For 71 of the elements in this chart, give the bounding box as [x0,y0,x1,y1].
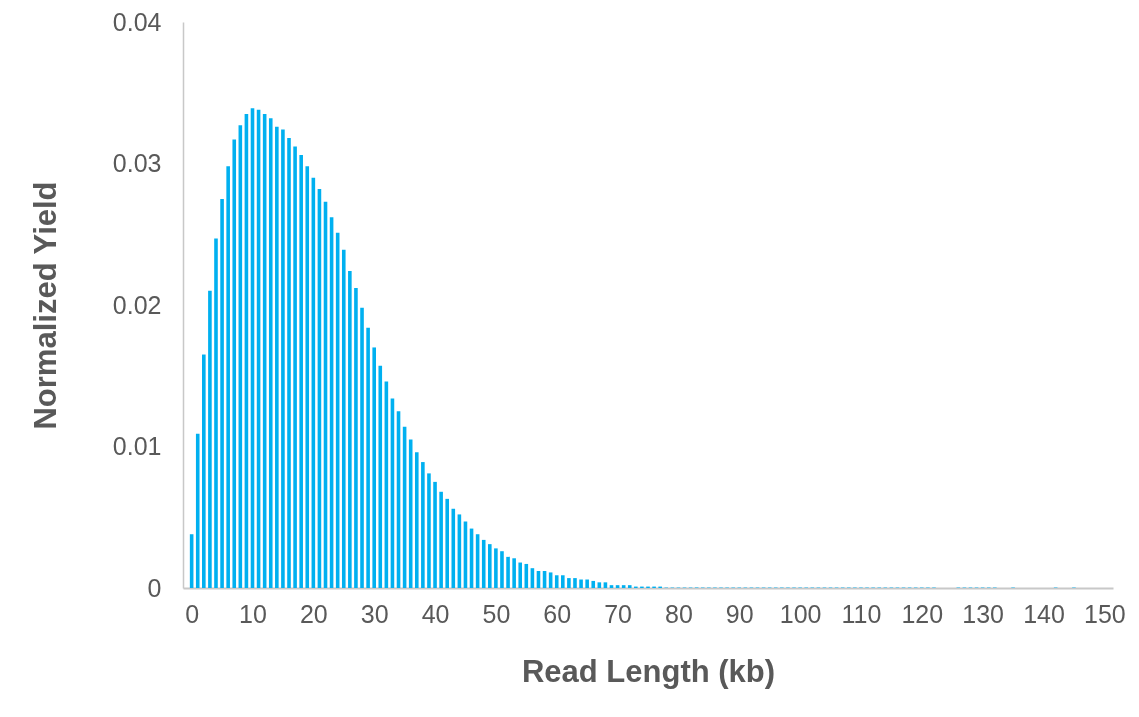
bar [585,579,589,588]
bar [439,491,443,588]
bar [293,146,297,588]
x-tick-label: 20 [299,599,328,628]
x-tick-label: 90 [725,599,754,628]
y-tick-label: 0.04 [112,7,162,36]
x-tick-label: 80 [665,599,693,628]
bar [202,354,206,588]
y-axis-title: Normalized Yield [27,181,63,430]
bar [500,551,504,588]
bar [366,327,370,588]
bar [275,126,279,588]
x-tick-label: 50 [482,599,511,628]
bar [609,585,614,588]
x-axis-title: Read Length (kb) [521,653,776,689]
bar [512,558,516,588]
x-tick-label: 60 [543,599,572,628]
bar [506,556,510,588]
bar [305,166,310,588]
bar [554,575,559,588]
bar [494,548,498,588]
y-tick-label: 0.01 [112,432,162,460]
bar [597,582,602,588]
bar [287,138,291,588]
bar [268,118,273,588]
x-tick-label: 150 [1083,599,1126,628]
bar [232,139,237,588]
bar [518,562,523,588]
bar [281,129,285,588]
bar [561,575,565,588]
x-tick-label: 110 [841,599,882,628]
x-tick-label: 0 [185,599,200,628]
bar [372,347,376,588]
bar [573,578,577,588]
bar [195,433,200,588]
bar [220,198,224,588]
bar [615,585,620,588]
x-tick-label: 30 [360,599,389,628]
bar [214,238,218,588]
bar [445,498,450,588]
bar [421,462,425,588]
bar [488,544,492,588]
bar [341,249,346,588]
bar [567,578,571,588]
y-tick-label: 0.02 [112,290,162,319]
bar [579,579,583,588]
bar [348,271,352,588]
bar [603,582,608,588]
bar [433,481,437,588]
bar [414,452,419,588]
bar [427,473,431,588]
y-tick-label: 0 [147,573,162,602]
bar [378,365,383,588]
bar [299,155,303,588]
x-tick-label: 120 [901,599,944,628]
x-tick-label: 140 [1023,599,1065,628]
bar [360,307,364,588]
x-tick-label: 70 [604,599,632,628]
bar [621,585,626,588]
bar [354,288,358,588]
x-tick-label: 100 [779,599,822,628]
x-tick-label: 40 [421,599,450,628]
bar [208,290,212,588]
y-tick-label: 0.03 [112,149,162,177]
bar [451,508,456,588]
x-tick-label: 130 [962,599,1005,628]
bar [226,166,230,588]
x-tick-label: 10 [239,599,267,628]
bar [627,585,632,588]
bar [591,580,596,588]
bar [481,539,486,588]
